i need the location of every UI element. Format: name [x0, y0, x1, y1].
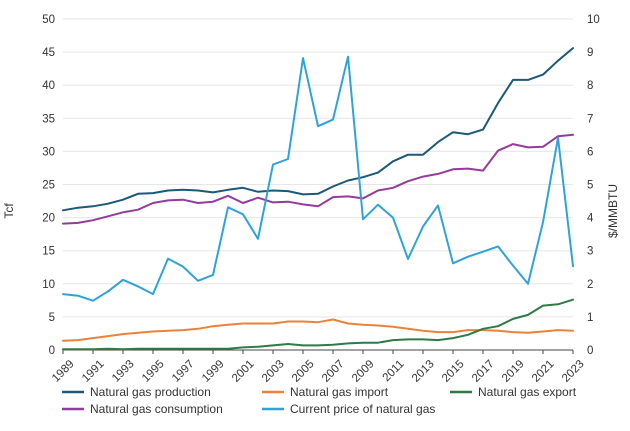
y-tick-label: 20	[42, 213, 55, 225]
legend-item: Natural gas export	[450, 385, 577, 399]
y2-tick-label: 1	[587, 312, 593, 324]
y2-tick-label: 9	[587, 47, 593, 59]
series-line-natural-gas-import	[62, 318, 574, 342]
y-tick-label: 30	[42, 146, 55, 158]
x-tick-label: 2013	[410, 358, 437, 385]
y-tick-label: 45	[42, 47, 55, 59]
x-tick-label: 2011	[381, 358, 407, 384]
y2-tick-label: 0	[587, 345, 593, 357]
x-tick-label: 2003	[260, 358, 287, 385]
legend: Natural gas production Natural gas import…	[62, 385, 577, 416]
x-tick-label: 2019	[500, 358, 527, 385]
legend-label: Current price of natural gas	[290, 402, 435, 416]
x-tick-label: 2021	[530, 358, 557, 385]
y-tick-label: 5	[49, 312, 55, 324]
legend-label: Natural gas export	[478, 385, 577, 399]
x-tick-label: 2001	[230, 358, 257, 385]
y2-tick-label: 7	[587, 113, 593, 125]
x-tick-label: 2007	[320, 358, 347, 385]
x-tick-label: 1989	[50, 358, 77, 385]
y-tick-label: 0	[49, 345, 55, 357]
x-tick-label: 1995	[140, 358, 167, 385]
y-tick-label: 25	[42, 180, 55, 192]
y-tick-label: 10	[42, 279, 55, 291]
series-line-natural-gas-consumption	[62, 133, 574, 225]
y2-tick-label: 8	[587, 80, 593, 92]
y-tick-label: 50	[42, 14, 55, 26]
x-tick-label: 2005	[290, 358, 317, 385]
y2-tick-label: 6	[587, 146, 593, 158]
y2-tick-label: 10	[587, 14, 600, 26]
legend-label: Natural gas production	[90, 385, 211, 399]
series-line-natural-gas-export	[62, 298, 574, 351]
x-tick-label: 1993	[110, 358, 137, 385]
legend-item: Natural gas consumption	[62, 402, 223, 416]
y2-tick-label: 3	[587, 246, 593, 258]
legend-item: Current price of natural gas	[262, 402, 435, 416]
x-tick-label: 1997	[170, 358, 197, 385]
legend-label: Natural gas consumption	[90, 402, 223, 416]
y2-tick-label: 2	[587, 279, 593, 291]
x-tick-label: 2023	[560, 358, 587, 385]
x-tick-label: 1991	[80, 358, 107, 385]
legend-item: Natural gas production	[62, 385, 211, 399]
series-layer	[62, 47, 574, 351]
x-tick-label: 1999	[200, 358, 227, 385]
legend-label: Natural gas import	[290, 385, 389, 399]
y2-tick-label: 4	[587, 213, 594, 225]
y-tick-label: 35	[42, 113, 55, 125]
y-tick-label: 40	[42, 80, 55, 92]
x-tick-label: 2015	[440, 358, 467, 385]
series-line-current-price-of-natural-gas	[62, 55, 574, 302]
y2-tick-label: 5	[587, 180, 593, 192]
series-line-natural-gas-production	[62, 47, 574, 212]
grid-layer	[63, 18, 573, 318]
legend-item: Natural gas import	[262, 385, 389, 399]
x-tick-label: 2009	[350, 358, 377, 385]
y-axis-title: Tcf	[2, 203, 16, 219]
y2-axis-title: $/MMBTU	[606, 184, 620, 238]
y-tick-label: 15	[42, 246, 55, 258]
x-tick-label: 2017	[470, 358, 497, 385]
